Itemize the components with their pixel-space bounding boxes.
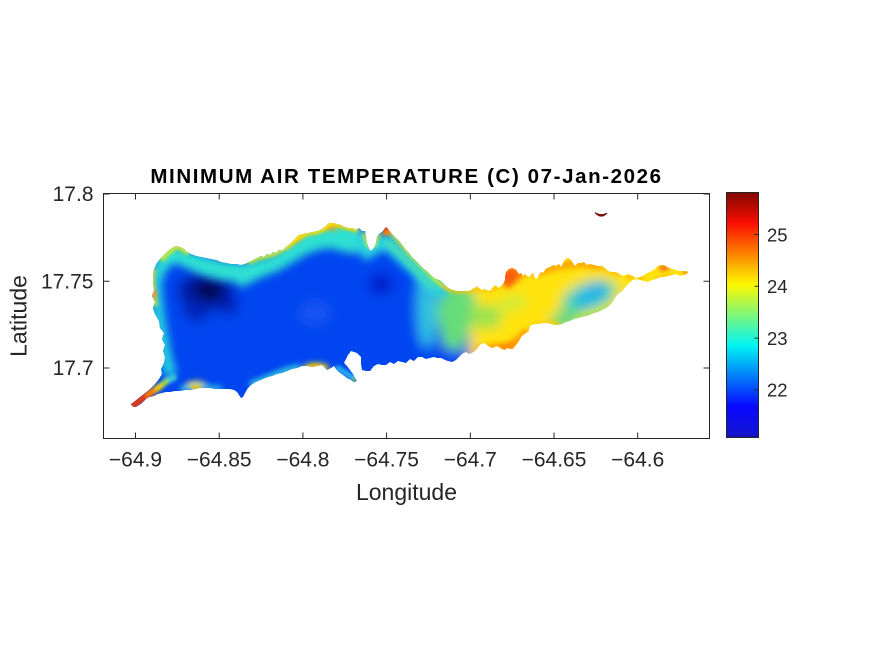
- svg-text:Longitude: Longitude: [356, 479, 457, 505]
- svg-text:−64.75: −64.75: [354, 449, 419, 472]
- svg-text:−64.8: −64.8: [276, 449, 329, 472]
- svg-text:22: 22: [767, 380, 788, 401]
- svg-text:−64.9: −64.9: [109, 449, 162, 472]
- svg-text:−64.65: −64.65: [522, 449, 587, 472]
- svg-text:23: 23: [767, 328, 788, 349]
- svg-text:24: 24: [767, 276, 788, 297]
- svg-text:Latitude: Latitude: [6, 275, 32, 357]
- svg-text:−64.6: −64.6: [611, 449, 664, 472]
- svg-text:25: 25: [767, 224, 788, 245]
- svg-text:17.7: 17.7: [53, 357, 94, 380]
- svg-text:17.8: 17.8: [53, 183, 94, 206]
- svg-text:17.75: 17.75: [41, 270, 94, 293]
- svg-text:−64.85: −64.85: [187, 449, 252, 472]
- svg-text:MINIMUM AIR TEMPERATURE (C) 07: MINIMUM AIR TEMPERATURE (C) 07-Jan-2026: [150, 165, 662, 188]
- svg-text:−64.7: −64.7: [444, 449, 497, 472]
